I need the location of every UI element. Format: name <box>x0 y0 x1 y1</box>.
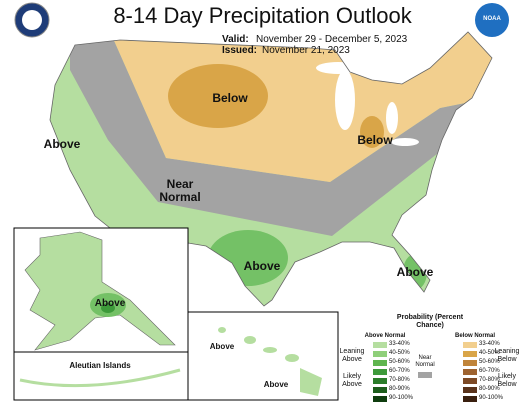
legend-group: Leaning Above <box>339 348 365 363</box>
legend-group: Near Normal <box>415 355 435 368</box>
map-label: Near Normal <box>159 177 201 205</box>
logo-right <box>475 3 509 37</box>
legend-group: Likely Above <box>342 373 362 388</box>
legend-bin: 50-60% <box>389 359 410 365</box>
legend-group: Likely Below <box>497 373 517 388</box>
valid-label: Valid: <box>222 34 249 45</box>
legend-group: Leaning Below <box>494 348 520 363</box>
legend-bin: 40-50% <box>479 350 500 356</box>
legend-bin: 90-100% <box>479 395 504 401</box>
valid: November 29 - December 5, 2023 <box>256 34 408 45</box>
legend-bin: 70-80% <box>479 377 500 383</box>
hawaii-label: Above <box>209 342 235 351</box>
hawaii-label: Above <box>263 380 289 389</box>
alaska-label: Above <box>94 298 126 309</box>
legend-bin: 60-70% <box>479 368 500 374</box>
legend-bin: 80-90% <box>389 386 410 392</box>
legend-bin: 33-40% <box>479 341 500 347</box>
map-label: Above <box>243 259 281 273</box>
legend-bin: 50-60% <box>479 359 500 365</box>
legend-bin: 80-90% <box>479 386 500 392</box>
legend-header: Below Normal <box>454 333 495 339</box>
map-label: Above <box>43 137 81 151</box>
issued-label: Issued: <box>222 45 258 56</box>
map-label: Above <box>396 265 434 279</box>
title: 8-14 Day Precipitation Outlook <box>113 3 412 28</box>
legend-bin: 70-80% <box>389 377 410 383</box>
legend-bin: 40-50% <box>389 350 410 356</box>
legend-bin: 90-100% <box>389 395 414 401</box>
legend-title: Probability (Percent Chance) <box>396 314 464 329</box>
legend-swatches <box>373 342 477 402</box>
legend-header: Above Normal <box>364 333 406 339</box>
logo-text: NOAA <box>483 16 501 22</box>
map-label: Below <box>357 133 393 147</box>
issued: November 21, 2023 <box>262 45 350 56</box>
map-label: Below <box>212 91 248 105</box>
legend-bin: 60-70% <box>389 368 410 374</box>
aleutian-label: Aleutian Islands <box>69 361 131 370</box>
legend-bin: 33-40% <box>389 341 410 347</box>
